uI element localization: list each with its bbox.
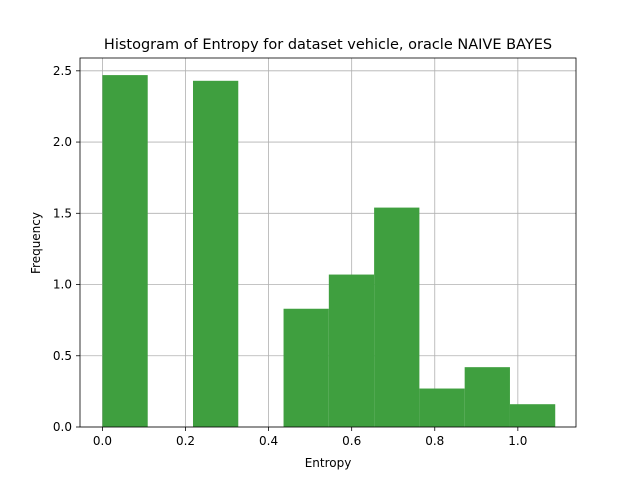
histogram-bar xyxy=(328,274,375,427)
histogram-bar xyxy=(509,404,556,427)
x-tick-label: 0.8 xyxy=(425,434,444,448)
y-tick-label: 1.0 xyxy=(53,278,72,292)
y-tick-label: 2.0 xyxy=(53,135,72,149)
y-tick-label: 0.0 xyxy=(53,420,72,434)
histogram-bar xyxy=(192,80,239,428)
histogram-bar xyxy=(374,207,420,427)
y-axis-label: Frequency xyxy=(29,212,43,274)
histogram-bar xyxy=(102,75,148,427)
plot-frame xyxy=(79,57,577,428)
axes: 0.0 0.2 0.4 0.6 0.8 1.0 0.0 0.5 1.0 1.5 2.0 2.5 xyxy=(53,57,577,448)
x-axis-label: Entropy xyxy=(305,456,352,470)
y-tick-label: 1.5 xyxy=(53,206,72,220)
y-tick-label: 0.5 xyxy=(53,349,72,363)
histogram-bar xyxy=(419,388,465,427)
x-tick-label: 1.0 xyxy=(508,434,527,448)
y-tick-label: 2.5 xyxy=(53,64,72,78)
chart-title: Histogram of Entropy for dataset vehicle… xyxy=(104,37,552,53)
x-tick-label: 0.2 xyxy=(176,434,195,448)
histogram-bars xyxy=(102,75,556,428)
x-tick-label: 0.0 xyxy=(93,434,112,448)
histogram-bar xyxy=(464,367,510,427)
histogram-bar xyxy=(283,308,329,427)
x-tick-label: 0.4 xyxy=(259,434,278,448)
x-tick-label: 0.6 xyxy=(342,434,361,448)
